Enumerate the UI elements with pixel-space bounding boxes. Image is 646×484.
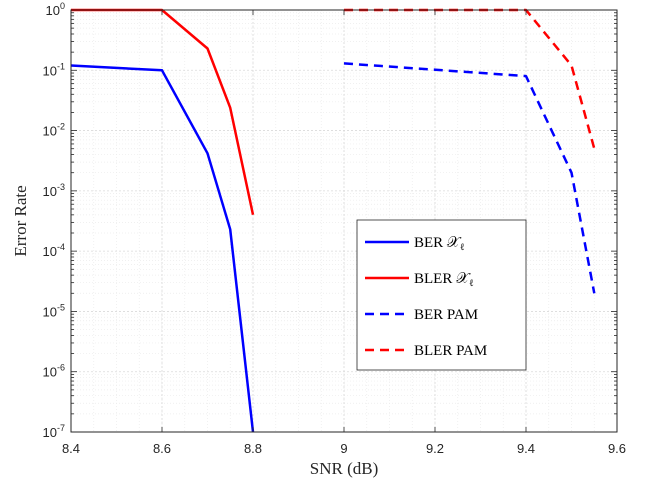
major-grid — [71, 10, 617, 432]
y-axis-title: Error Rate — [11, 185, 30, 256]
y-tick-label: 10-2 — [43, 122, 65, 139]
y-tick-label: 10-6 — [43, 363, 65, 380]
legend: BER 𝒳ℓ BLER 𝒳ℓ BER PAM BLER PAM — [356, 219, 527, 371]
legend-label-4: BLER PAM — [414, 343, 487, 359]
legend-label-3: BER PAM — [414, 307, 478, 323]
y-tick-label: 10-7 — [43, 423, 65, 440]
x-tick-labels: 8.4 8.6 8.8 9 9.2 9.4 9.6 — [62, 441, 626, 456]
series-line-3 — [343, 62, 596, 294]
legend-label-2: BLER 𝒳ℓ — [414, 271, 474, 289]
legend-label-1: BER 𝒳ℓ — [414, 235, 465, 253]
tick-marks — [70, 9, 618, 433]
y-tick-label: 10-5 — [43, 302, 65, 319]
x-tick-label: 9 — [340, 441, 347, 456]
x-tick-label: 9.2 — [426, 441, 444, 456]
y-tick-label: 10-4 — [43, 242, 65, 259]
y-tick-labels: 100 10-1 10-2 10-3 10-4 10-5 10-6 10-7 — [43, 1, 65, 440]
x-tick-label: 8.4 — [62, 441, 80, 456]
x-tick-label: 9.6 — [608, 441, 626, 456]
y-tick-label: 10-3 — [43, 182, 65, 199]
x-tick-label: 8.6 — [153, 441, 171, 456]
y-tick-label: 100 — [46, 1, 65, 18]
x-axis-title: SNR (dB) — [310, 459, 378, 478]
x-tick-label: 8.8 — [244, 441, 262, 456]
x-tick-label: 9.4 — [517, 441, 535, 456]
legend-box — [356, 219, 527, 371]
series-line-1 — [70, 64, 255, 433]
y-tick-label: 10-1 — [43, 61, 65, 78]
